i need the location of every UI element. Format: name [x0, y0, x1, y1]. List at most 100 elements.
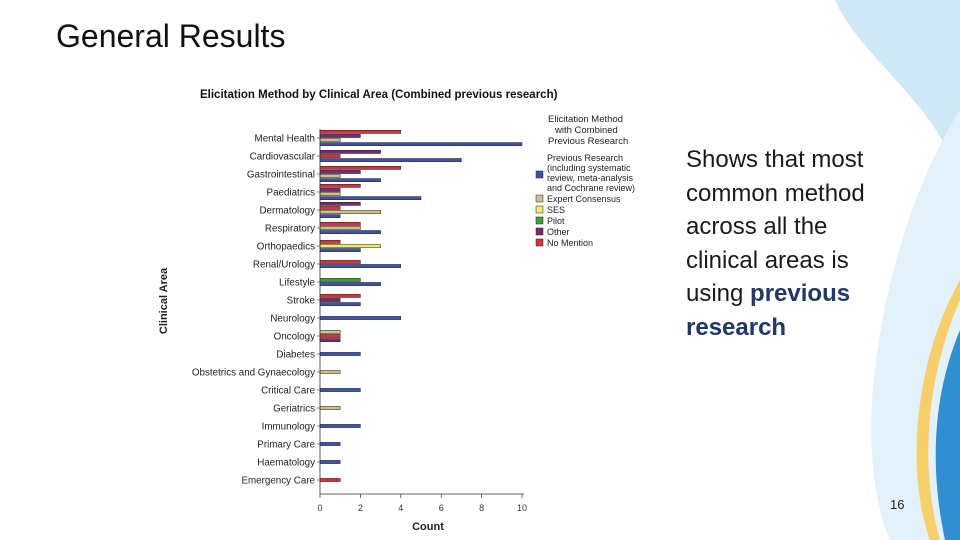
bar-chart: Elicitation Method by Clinical Area (Com… [158, 89, 635, 533]
chart-title: Elicitation Method by Clinical Area (Com… [200, 89, 558, 101]
bar-previous-research [319, 302, 361, 306]
legend-swatch-expert-consensus [535, 194, 544, 203]
bar-previous-research [319, 352, 361, 356]
bar-previous-research [319, 442, 341, 446]
x-tick-label: 10 [517, 503, 527, 513]
category-labels: Mental Health Cardiovascular Gastrointesti… [192, 134, 320, 487]
highlight-previous: previous [750, 280, 851, 307]
bar-previous-research [319, 142, 523, 147]
category-label: Gastrointestinal [247, 170, 315, 181]
bar-previous-research [319, 264, 402, 268]
x-tick-label: 8 [479, 503, 484, 513]
chart-panel: Elicitation Method by Clinical Area (Com… [143, 61, 667, 540]
yellow-swoosh [916, 280, 960, 540]
x-tick-label: 4 [398, 503, 403, 513]
x-axis-label: Count [412, 521, 444, 533]
category-label: Immunology [262, 422, 315, 433]
x-tick-label: 0 [317, 503, 322, 513]
category-label: Obstetrics and Gynaecology [192, 368, 315, 379]
bar-expert-consensus [319, 226, 361, 230]
bar-other [319, 134, 361, 138]
bar-previous-research [319, 158, 462, 162]
category-label: Respiratory [265, 224, 315, 235]
legend-title: Elicitation Method with Combined Previou… [548, 114, 628, 147]
legend-label: Expert Consensus [547, 194, 621, 204]
bar-no-mention [319, 166, 402, 170]
category-label: Stroke [287, 296, 316, 307]
bar-no-mention [319, 130, 402, 134]
legend-label: SES [547, 205, 565, 215]
bar-previous-research [319, 196, 422, 201]
category-label: Dermatology [259, 206, 315, 217]
legend-swatch-other [535, 227, 544, 236]
legend-label: Other [547, 227, 570, 237]
summary-line: clinical areas is [686, 246, 849, 274]
summary-line: Shows that most [686, 146, 864, 173]
bar-expert-consensus [319, 138, 341, 142]
page-number: 16 [890, 497, 905, 512]
x-tick-label: 2 [358, 503, 363, 513]
bar-expert-consensus [319, 330, 341, 334]
summary-line: using previous [686, 277, 926, 311]
legend-label: Previous Research (including systematic re… [547, 153, 635, 193]
legend: Elicitation Method with Combined Previou… [535, 114, 635, 248]
bar-previous-research [319, 282, 381, 286]
category-label: Geriatrics [273, 404, 315, 415]
bar-previous-research [319, 248, 361, 252]
category-label: Emergency Care [241, 476, 315, 487]
category-label: Mental Health [255, 134, 315, 145]
bar-previous-research [319, 460, 341, 464]
x-tick-label: 6 [439, 503, 444, 513]
x-ticks: 0 2 4 6 8 10 [317, 494, 527, 513]
highlight-research: research [686, 313, 787, 341]
bar-other [319, 150, 381, 154]
category-label: Lifestyle [279, 278, 315, 289]
bar-other [319, 188, 341, 192]
bar-no-mention [319, 184, 361, 188]
bar-expert-consensus [319, 210, 381, 214]
bar-no-mention [319, 206, 341, 210]
category-label: Orthopaedics [257, 242, 315, 253]
category-label: Cardiovascular [250, 152, 316, 163]
bar-ses [319, 244, 381, 248]
y-axis-label: Clinical Area [158, 267, 170, 334]
bars [319, 130, 523, 482]
bar-previous-research [319, 388, 361, 392]
bar-expert-consensus [319, 370, 341, 374]
slide-title: General Results [56, 18, 286, 54]
bar-previous-research [319, 424, 361, 428]
category-label: Diabetes [276, 350, 315, 361]
summary-line-start: using [686, 280, 751, 307]
category-label: Oncology [274, 332, 315, 343]
legend-swatch-no-mention [535, 238, 544, 247]
summary-text: Shows that most common method across all… [686, 143, 926, 344]
bar-no-mention [319, 294, 361, 298]
category-label: Renal/Urology [253, 260, 315, 271]
category-label: Haematology [257, 458, 315, 469]
blue-swoosh [935, 330, 960, 540]
legend-swatch-pilot [535, 216, 544, 225]
bar-other [319, 170, 361, 174]
category-label: Neurology [270, 314, 315, 325]
bar-pilot [319, 278, 361, 282]
bar-no-mention [319, 334, 341, 338]
legend-swatch-previous-research [535, 170, 544, 179]
summary-line: across all the [686, 213, 828, 240]
bar-previous-research [319, 214, 341, 219]
bar-no-mention [319, 154, 341, 158]
axes [319, 129, 524, 495]
bar-expert-consensus [319, 406, 341, 410]
legend-label: No Mention [547, 238, 593, 248]
legend-label: Pilot [547, 216, 565, 226]
bar-other [319, 202, 361, 206]
light-blue-swoosh [835, 0, 960, 200]
bar-previous-research [319, 316, 402, 320]
bar-no-mention [319, 478, 341, 482]
bar-no-mention [319, 260, 361, 264]
category-label: Paediatrics [267, 188, 316, 199]
bar-no-mention [319, 240, 341, 244]
bar-previous-research [319, 178, 381, 183]
bar-no-mention [319, 222, 361, 226]
bar-expert-consensus [319, 192, 341, 196]
